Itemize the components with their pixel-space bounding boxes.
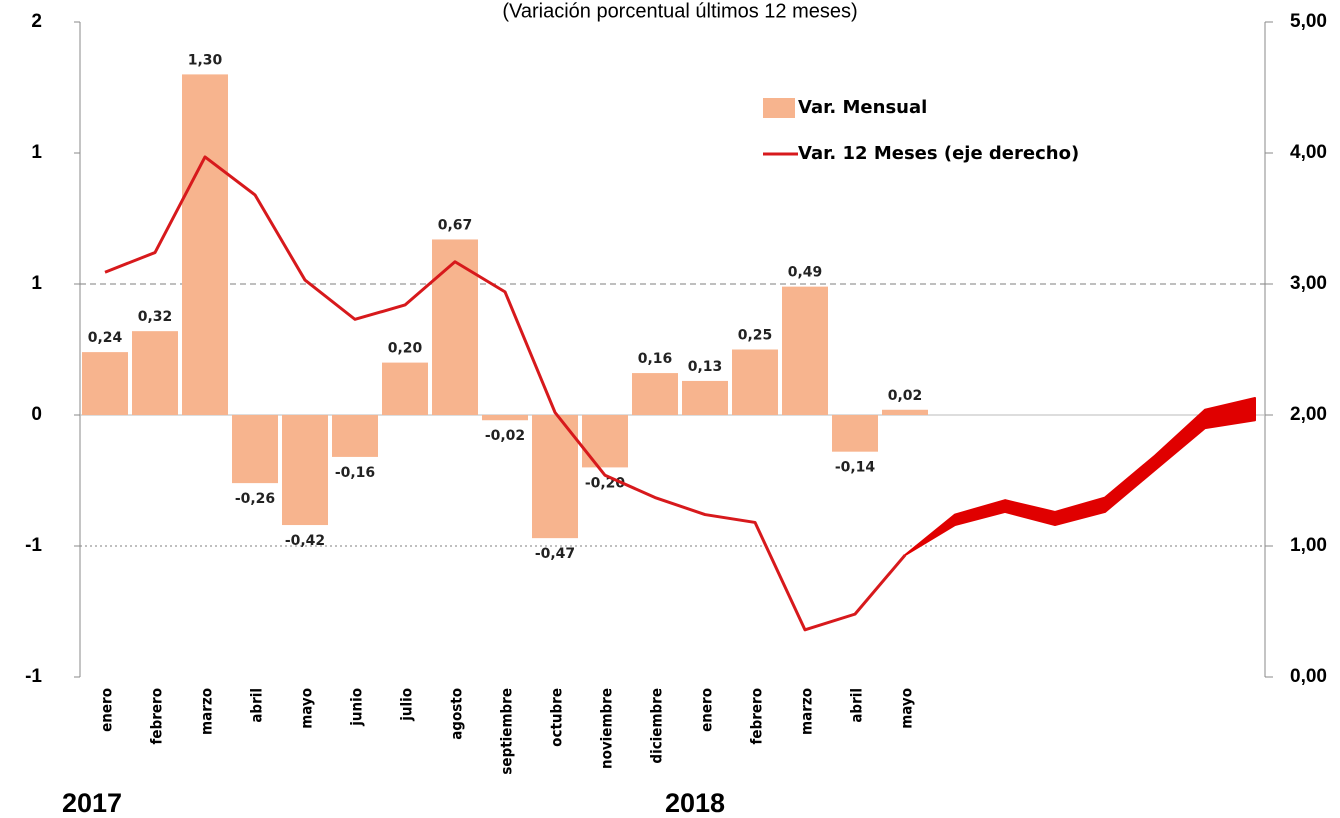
data-label: 0,02	[888, 388, 923, 404]
data-label: -0,20	[585, 475, 626, 491]
y2-tick-label: 0,00	[1290, 666, 1327, 687]
x-tick-label: marzo	[198, 688, 216, 735]
x-tick-label: enero	[698, 688, 716, 732]
data-label: 0,25	[738, 328, 773, 344]
forecast-band	[904, 396, 1256, 557]
y2-tick-label: 2,00	[1290, 404, 1327, 425]
data-label: 0,13	[688, 359, 723, 375]
data-label: -0,16	[335, 465, 375, 481]
line	[104, 155, 907, 632]
x-tick-label: diciembre	[648, 688, 666, 764]
bar	[732, 349, 778, 415]
y2-tick-label: 5,00	[1290, 11, 1327, 32]
data-label: 0,24	[88, 330, 123, 346]
bar	[282, 415, 328, 526]
x-tick-label: abril	[248, 688, 266, 723]
chart-title: (Variación porcentual últimos 12 meses)	[502, 0, 857, 22]
x-tick-label: noviembre	[598, 688, 616, 769]
data-label: 0,32	[138, 309, 173, 325]
bar	[332, 415, 378, 457]
legend-label: Var. 12 Meses (eje derecho)	[798, 143, 1079, 164]
x-tick-label: febrero	[748, 688, 766, 744]
bar	[582, 415, 628, 468]
data-label: -0,14	[835, 460, 876, 476]
bar	[132, 331, 178, 415]
legend-label: Var. Mensual	[798, 97, 927, 118]
data-label: -0,47	[535, 546, 575, 562]
bar	[432, 239, 478, 415]
x-tick-label: marzo	[798, 688, 816, 735]
x-tick-label: octubre	[548, 688, 566, 747]
y-tick-label: 2	[31, 11, 42, 32]
legend-swatch	[763, 98, 795, 118]
bar	[182, 74, 228, 416]
bar	[882, 409, 928, 415]
data-label: 0,16	[638, 351, 673, 367]
bar	[782, 286, 828, 415]
y-tick-label: 0	[31, 404, 42, 425]
bar	[682, 380, 728, 415]
bar	[382, 362, 428, 415]
x-tick-label: enero	[98, 688, 116, 732]
x-tick-label: mayo	[898, 688, 916, 729]
y2-tick-label: 3,00	[1290, 273, 1327, 294]
x-tick-label: abril	[848, 688, 866, 723]
data-label: -0,42	[285, 533, 325, 549]
year-label: 2018	[665, 788, 725, 818]
x-tick-label: febrero	[148, 688, 166, 744]
data-label: 0,49	[788, 265, 823, 281]
data-label: 1,30	[188, 52, 223, 68]
bar	[832, 415, 878, 452]
bar	[482, 415, 528, 421]
data-label: 0,67	[438, 217, 473, 233]
y2-tick-label: 1,00	[1290, 535, 1327, 556]
y-tick-label: -1	[25, 666, 42, 687]
data-label: -0,26	[235, 491, 275, 507]
y-tick-label: -1	[25, 535, 42, 556]
bar	[632, 373, 678, 415]
bar	[532, 415, 578, 539]
data-label: 0,20	[388, 341, 423, 357]
x-tick-label: julio	[398, 688, 416, 722]
y2-tick-label: 4,00	[1290, 142, 1327, 163]
data-label: -0,02	[485, 428, 525, 444]
x-tick-label: junio	[348, 688, 366, 727]
x-tick-label: agosto	[448, 688, 466, 740]
year-label: 2017	[62, 788, 122, 818]
y-tick-label: 1	[31, 273, 42, 294]
x-tick-label: mayo	[298, 688, 316, 729]
bar	[82, 352, 128, 415]
bar	[232, 415, 278, 484]
x-tick-label: septiembre	[498, 688, 516, 775]
y-tick-label: 1	[31, 142, 42, 163]
